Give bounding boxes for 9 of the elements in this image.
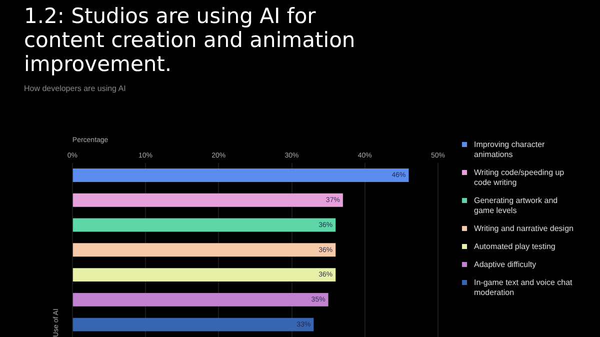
legend-label: In-game text and voice chat moderation xyxy=(474,278,574,298)
chart-title: 1.2: Studios are using AI for content creation and animation improvement. xyxy=(24,4,356,76)
legend-label: Improving character animations xyxy=(474,140,546,160)
chart-subtitle: How developers are using AI xyxy=(24,84,126,93)
legend-label: Writing code/speeding up code writing xyxy=(474,168,566,188)
legend-label: Generating artwork and game levels xyxy=(474,196,559,216)
legend-label: Writing and narrative design xyxy=(474,224,574,234)
legend-label: Adaptive difficulty xyxy=(474,260,536,270)
legend-label: Automated play testing xyxy=(474,242,556,252)
